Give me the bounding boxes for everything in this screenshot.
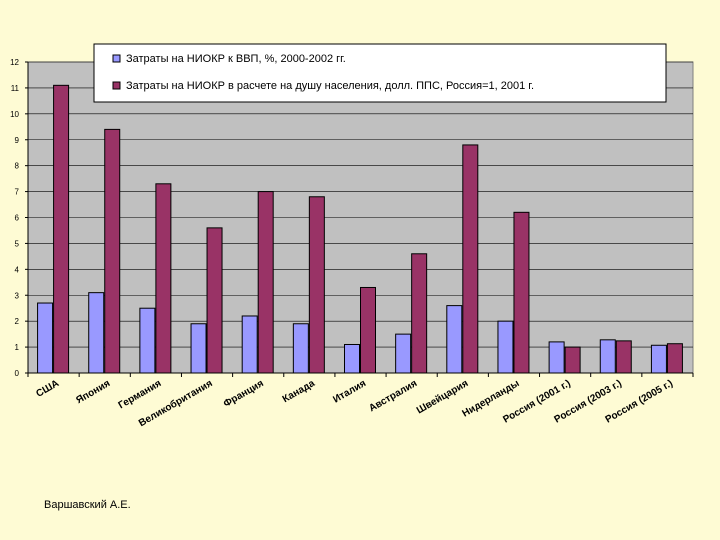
bar-gdp-share <box>650 344 667 374</box>
y-tick-label: 7 <box>15 188 20 197</box>
bar-gdp-share <box>395 333 412 374</box>
y-tick-label: 10 <box>10 110 19 119</box>
bar-per-capita <box>206 227 223 374</box>
bar-gdp-share <box>446 305 463 374</box>
bar-per-capita <box>615 340 632 374</box>
y-tick-label: 11 <box>11 84 20 93</box>
y-tick-label: 4 <box>15 265 20 274</box>
y-tick-label: 2 <box>15 317 20 326</box>
bar-gdp-share <box>344 343 360 374</box>
x-category-label: Франция <box>222 378 266 410</box>
y-tick-label: 8 <box>15 162 20 171</box>
y-tick-label: 3 <box>15 291 20 300</box>
bar-per-capita <box>462 144 479 374</box>
x-category-label: Канада <box>281 378 317 405</box>
source-credit: Варшавский А.Е. <box>44 499 131 511</box>
bar-gdp-share <box>497 320 514 374</box>
x-category-label: Австралия <box>367 378 419 414</box>
y-tick-label: 5 <box>15 239 20 248</box>
legend-label: Затраты на НИОКР к ВВП, %, 2000-2002 гг. <box>126 53 346 65</box>
bar-per-capita <box>308 196 325 374</box>
y-tick-label: 9 <box>15 136 20 145</box>
y-tick-label: 6 <box>15 214 20 223</box>
x-category-label: Германия <box>117 378 164 411</box>
bar-per-capita <box>666 343 683 374</box>
bar-per-capita <box>564 346 581 374</box>
bar-gdp-share <box>88 292 105 374</box>
legend <box>93 43 667 103</box>
bar-per-capita <box>360 286 376 374</box>
bar-gdp-share <box>139 307 156 374</box>
bar-per-capita <box>53 84 70 374</box>
legend-swatch <box>112 81 121 90</box>
x-category-label: Италия <box>331 378 368 406</box>
y-tick-label: 1 <box>15 343 20 352</box>
bar-per-capita <box>513 211 530 374</box>
bar-gdp-share <box>190 323 207 374</box>
bar-per-capita <box>257 191 274 374</box>
bar-per-capita <box>104 128 121 374</box>
x-category-label: Япония <box>74 378 112 406</box>
x-category-label: США <box>34 378 61 400</box>
bar-gdp-share <box>548 341 565 374</box>
bar-gdp-share <box>292 323 309 374</box>
bar-gdp-share <box>241 315 258 374</box>
bar-per-capita <box>155 183 172 374</box>
legend-swatch <box>112 54 121 63</box>
legend-label: Затраты на НИОКР в расчете на душу насел… <box>126 80 534 92</box>
bar-gdp-share <box>37 302 54 374</box>
y-tick-label: 0 <box>15 369 20 378</box>
bar-gdp-share <box>599 339 616 374</box>
bar-per-capita <box>411 253 428 374</box>
y-tick-label: 12 <box>10 58 19 67</box>
